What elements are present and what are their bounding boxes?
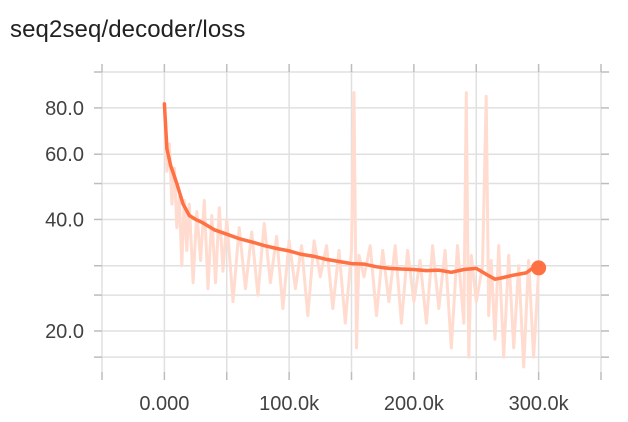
tick-labels: 0.000 100.0k 200.0k 300.0k 20.0 40.0 60.0 80.0 — [45, 98, 570, 415]
x-tick-label: 100.0k — [259, 393, 320, 415]
x-tick-label: 200.0k — [384, 393, 445, 415]
y-tick-label: 20.0 — [45, 321, 84, 343]
x-tick-label: 300.0k — [509, 393, 570, 415]
y-tick-label: 40.0 — [45, 209, 84, 231]
chart-title: seq2seq/decoder/loss — [10, 16, 246, 43]
y-tick-label: 80.0 — [45, 98, 84, 120]
current-point-marker[interactable] — [531, 260, 547, 276]
smoothed-loss-line — [162, 102, 541, 281]
axes — [94, 64, 609, 380]
current-point-layer — [531, 260, 547, 276]
y-tick-label: 60.0 — [45, 144, 84, 166]
raw-series — [162, 91, 541, 369]
x-tick-label: 0.000 — [139, 393, 189, 415]
smoothed-series — [162, 102, 541, 281]
raw-loss-line — [162, 91, 541, 369]
